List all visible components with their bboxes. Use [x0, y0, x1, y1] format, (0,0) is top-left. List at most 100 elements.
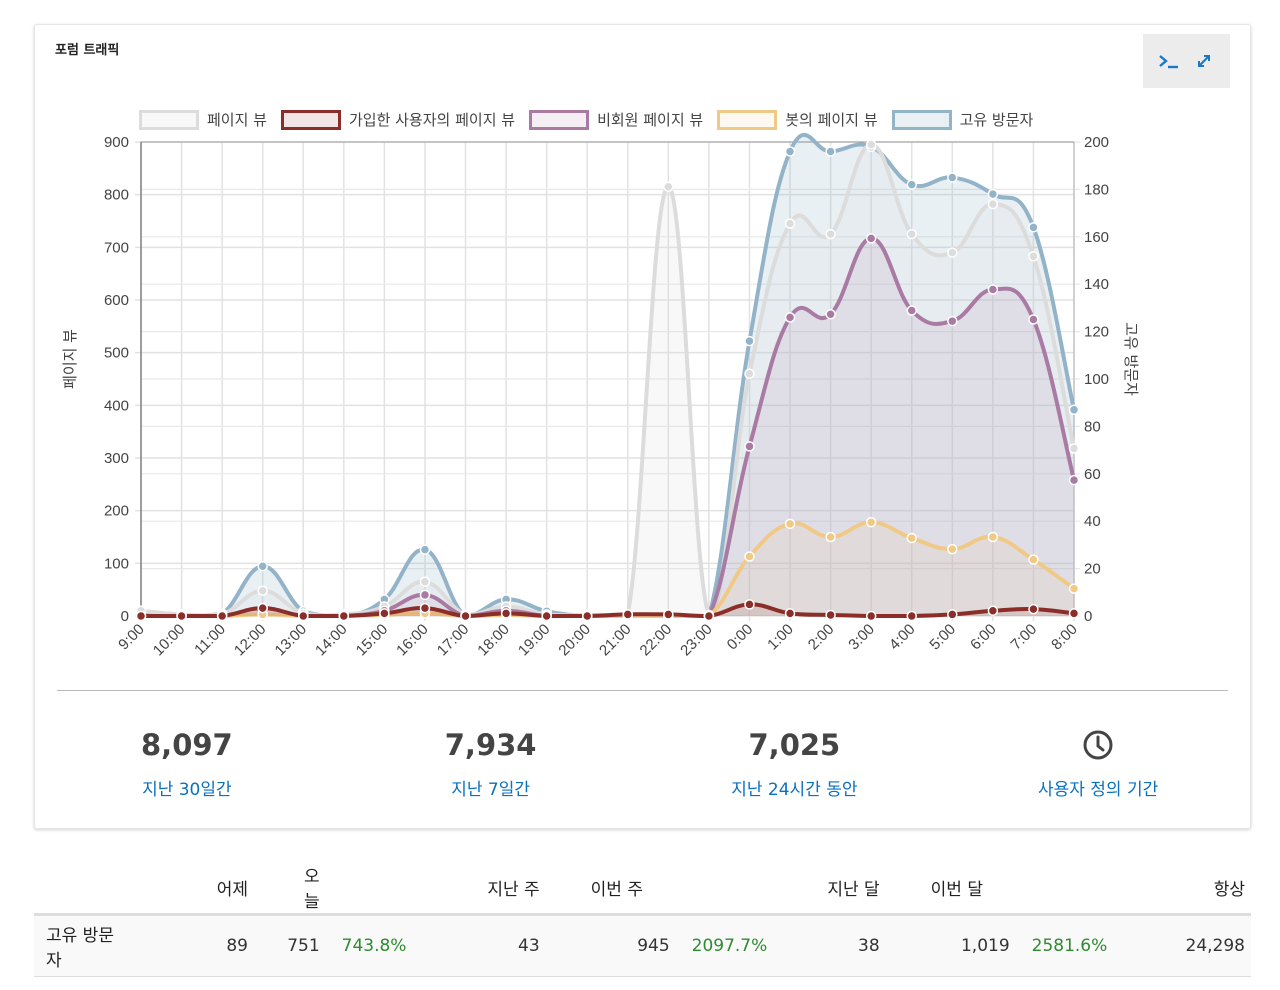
data-point[interactable] — [338, 610, 350, 622]
stat-custom-range: 사용자 정의 기간 — [946, 715, 1250, 800]
svg-text:0: 0 — [1084, 608, 1092, 625]
data-point[interactable] — [1068, 583, 1080, 594]
svg-text:1:00: 1:00 — [764, 621, 797, 654]
stat-link-custom-range[interactable]: 사용자 정의 기간 — [1037, 780, 1159, 800]
legend-item[interactable]: 페이지 뷰 — [139, 109, 267, 130]
data-point[interactable] — [906, 532, 917, 544]
data-point[interactable] — [906, 305, 917, 316]
custom-range-clock-button[interactable] — [946, 725, 1250, 765]
svg-text:0:00: 0:00 — [724, 621, 757, 654]
data-point[interactable] — [1068, 608, 1080, 619]
legend-item[interactable]: 고유 방문자 — [891, 109, 1034, 130]
data-point[interactable] — [744, 441, 755, 452]
data-point[interactable] — [947, 247, 958, 258]
data-point[interactable] — [865, 610, 877, 622]
svg-text:0: 0 — [121, 608, 129, 625]
data-point[interactable] — [176, 610, 187, 622]
data-point[interactable] — [744, 551, 755, 562]
data-point[interactable] — [947, 609, 958, 620]
data-point[interactable] — [906, 228, 917, 240]
data-point[interactable] — [703, 610, 715, 622]
data-point[interactable] — [825, 146, 836, 157]
stat-value: 7,025 — [748, 728, 841, 762]
data-point[interactable] — [663, 609, 674, 620]
data-point[interactable] — [419, 576, 431, 588]
svg-text:16:00: 16:00 — [393, 621, 432, 660]
cell-last-month: 38 — [775, 914, 886, 977]
stats-row: 8,097 지난 30일간 7,934 지난 7일간 7,025 지난 24시간… — [35, 715, 1250, 800]
data-point[interactable] — [257, 560, 268, 572]
legend-item[interactable]: 봇의 페이지 뷰 — [717, 109, 878, 130]
data-point[interactable] — [379, 608, 390, 619]
data-point[interactable] — [987, 605, 999, 616]
data-point[interactable] — [216, 610, 228, 622]
data-point[interactable] — [906, 179, 917, 190]
data-point[interactable] — [947, 543, 958, 555]
legend-item[interactable]: 가입한 사용자의 페이지 뷰 — [280, 109, 515, 130]
cell-today: 751 — [254, 914, 326, 977]
forum-traffic-panel: 포럼 트래픽 페이지 뷰 가입한 사용자의 페이지 뷰 비회원 페이지 뷰 봇의 페이… — [34, 24, 1251, 829]
terminal-button[interactable] — [1154, 46, 1184, 76]
data-point[interactable] — [298, 610, 309, 622]
stat-link-24-hours[interactable]: 지난 24시간 동안 — [731, 780, 858, 800]
data-point[interactable] — [987, 531, 999, 543]
data-point[interactable] — [541, 610, 552, 622]
data-point[interactable] — [906, 610, 917, 622]
svg-text:300: 300 — [104, 450, 129, 467]
data-point[interactable] — [744, 599, 755, 610]
data-point[interactable] — [947, 315, 958, 327]
data-point[interactable] — [622, 609, 634, 620]
data-point[interactable] — [257, 585, 268, 596]
data-point[interactable] — [1068, 443, 1080, 454]
data-point[interactable] — [825, 228, 836, 240]
data-point[interactable] — [257, 602, 268, 614]
data-point[interactable] — [581, 610, 593, 622]
data-point[interactable] — [784, 218, 796, 229]
svg-text:800: 800 — [104, 187, 129, 204]
data-point[interactable] — [500, 608, 512, 619]
data-point[interactable] — [987, 284, 999, 295]
data-point[interactable] — [419, 602, 431, 614]
expand-button[interactable] — [1189, 46, 1219, 76]
data-point[interactable] — [419, 544, 431, 555]
data-point[interactable] — [865, 139, 877, 150]
data-point[interactable] — [744, 368, 755, 379]
data-point[interactable] — [1068, 404, 1080, 416]
data-point[interactable] — [987, 188, 999, 200]
svg-text:페이지 뷰: 페이지 뷰 — [61, 329, 79, 389]
data-point[interactable] — [1028, 554, 1039, 565]
data-point[interactable] — [947, 172, 958, 183]
data-point[interactable] — [784, 146, 796, 157]
header-this-month: 이번 달 — [885, 862, 1016, 916]
legend-label: 고유 방문자 — [959, 111, 1034, 129]
data-point[interactable] — [825, 308, 836, 320]
data-point[interactable] — [865, 233, 877, 244]
data-point[interactable] — [865, 517, 877, 528]
data-point[interactable] — [663, 181, 674, 193]
data-point[interactable] — [135, 610, 147, 622]
header-spacer — [325, 862, 436, 916]
header-this-week: 이번 주 — [545, 862, 676, 916]
svg-text:6:00: 6:00 — [967, 621, 1000, 654]
stat-link-7-days[interactable]: 지난 7일간 — [451, 780, 531, 800]
data-point[interactable] — [1028, 222, 1039, 233]
data-point[interactable] — [825, 531, 836, 543]
data-point[interactable] — [460, 610, 471, 622]
data-point[interactable] — [784, 518, 796, 530]
data-point[interactable] — [825, 609, 836, 621]
traffic-chart: 0 100 200 300 400 500 600 700 800 900 0 20 40 60 80 100… — [61, 132, 1140, 660]
data-point[interactable] — [784, 312, 796, 323]
stat-value: 8,097 — [141, 728, 233, 762]
data-point[interactable] — [419, 589, 431, 601]
data-point[interactable] — [784, 608, 796, 619]
legend-label: 비회원 페이지 뷰 — [597, 111, 704, 129]
legend-item[interactable]: 비회원 페이지 뷰 — [529, 109, 703, 130]
svg-text:200: 200 — [1084, 134, 1109, 151]
stat-link-30-days[interactable]: 지난 30일간 — [142, 780, 232, 800]
data-point[interactable] — [987, 198, 999, 210]
data-point[interactable] — [744, 335, 755, 347]
data-point[interactable] — [1028, 314, 1039, 325]
data-point[interactable] — [1028, 603, 1039, 615]
data-point[interactable] — [1068, 474, 1080, 486]
data-point[interactable] — [1028, 251, 1039, 262]
